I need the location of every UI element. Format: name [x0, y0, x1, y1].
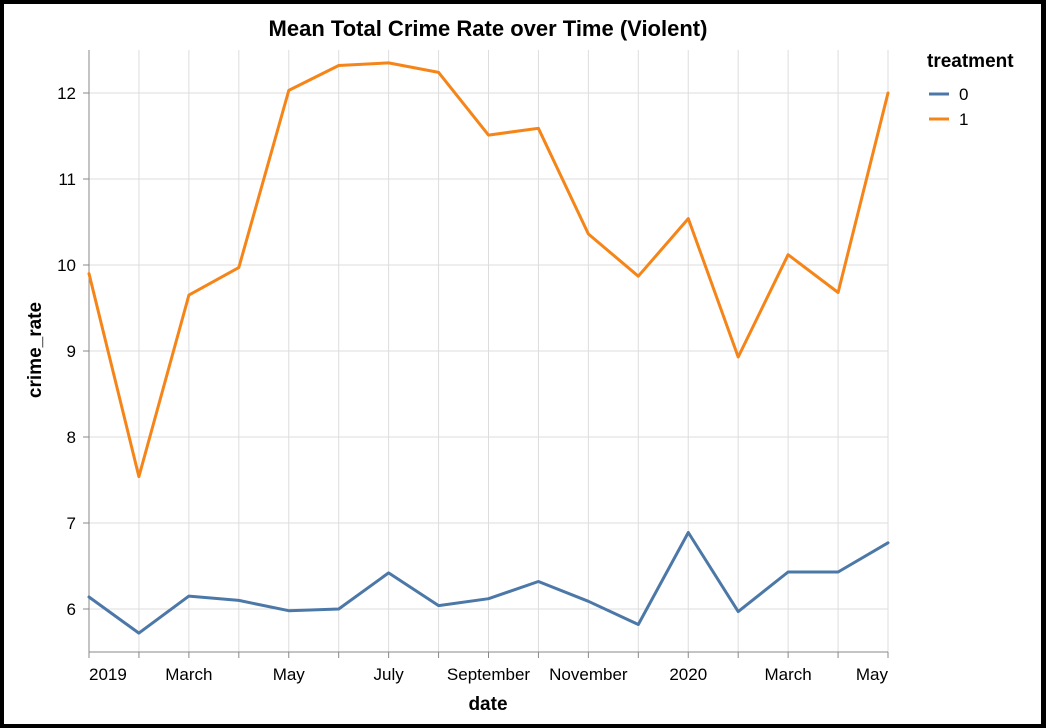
- y-tick-label: 12: [57, 84, 76, 103]
- x-tick-label: May: [273, 665, 306, 684]
- legend-title: treatment: [927, 51, 1014, 72]
- y-axis-title: crime_rate: [25, 302, 46, 398]
- x-tick-label: 2020: [669, 665, 707, 684]
- series-line-1: [87, 61, 890, 479]
- y-tick-label: 11: [58, 170, 76, 189]
- series: [87, 61, 890, 635]
- y-tick-label: 9: [67, 342, 76, 361]
- grid: [88, 50, 889, 652]
- chart-title: Mean Total Crime Rate over Time (Violent…: [269, 16, 708, 41]
- y-tick-label: 6: [67, 600, 76, 619]
- x-tick-label: September: [447, 665, 530, 684]
- legend-label-1: 1: [959, 110, 968, 129]
- y-tick-label: 10: [57, 256, 76, 275]
- legend-label-0: 0: [959, 85, 968, 104]
- x-tick-label: March: [765, 665, 812, 684]
- x-tick-label: May: [856, 665, 889, 684]
- series-line-0: [87, 531, 890, 635]
- x-axis-title: date: [468, 694, 507, 715]
- y-tick-label: 7: [67, 514, 76, 533]
- x-tick-label: 2019: [89, 665, 127, 684]
- x-tick-label: November: [549, 665, 628, 684]
- y-tick-label: 8: [67, 428, 76, 447]
- axes: 2019 March May July September November 2020 Mar…: [57, 50, 889, 684]
- x-tick-label: March: [165, 665, 212, 684]
- x-tick-label: July: [374, 665, 405, 684]
- legend: treatment 0 1: [927, 51, 1014, 129]
